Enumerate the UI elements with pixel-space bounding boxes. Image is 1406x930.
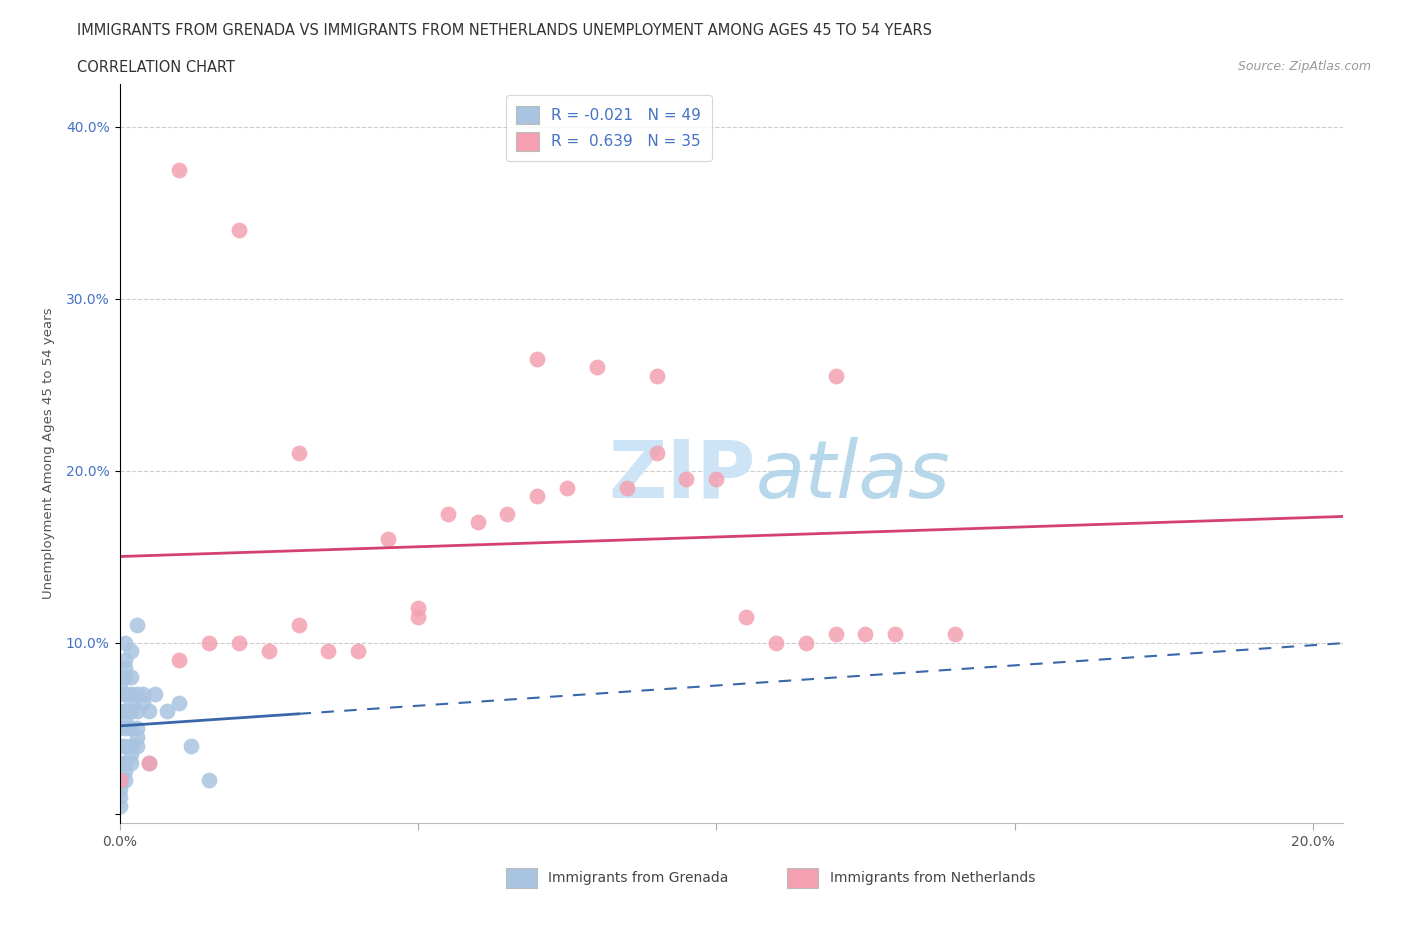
Point (120, 755, 142, 770)
Point (120, 721, 142, 736)
Point (645, 368, 668, 383)
Point (114, 755, 136, 770)
Point (138, 755, 160, 770)
Point (120, 738, 142, 753)
Point (108, 686, 131, 701)
Point (108, 799, 131, 814)
Point (436, 506, 458, 521)
Point (167, 696, 190, 711)
Point (108, 678, 131, 693)
Point (127, 730, 149, 745)
Point (257, 644, 280, 658)
Point (198, 773, 221, 788)
Legend: R = -0.021   N = 49, R =  0.639   N = 35: R = -0.021 N = 49, R = 0.639 N = 35 (506, 95, 711, 161)
Point (704, 472, 727, 486)
Point (120, 696, 142, 711)
Point (765, 635, 787, 650)
Text: Immigrants from Grenada: Immigrants from Grenada (548, 870, 728, 885)
Point (167, 162, 190, 177)
Point (127, 618, 149, 632)
Point (127, 738, 149, 753)
Point (138, 755, 160, 770)
Text: ZIP: ZIP (609, 436, 755, 514)
Point (127, 721, 149, 736)
Point (127, 686, 149, 701)
Point (377, 532, 399, 547)
Point (526, 489, 548, 504)
Point (287, 445, 309, 460)
Point (943, 627, 966, 642)
Point (586, 360, 609, 375)
Point (114, 704, 136, 719)
Point (467, 514, 489, 529)
Point (114, 738, 136, 753)
Point (347, 644, 370, 658)
Point (114, 712, 136, 727)
Point (198, 635, 221, 650)
Point (555, 480, 578, 495)
Point (526, 352, 548, 366)
Point (228, 222, 250, 237)
Point (120, 704, 142, 719)
Point (406, 601, 429, 616)
Point (143, 686, 166, 701)
Point (108, 738, 131, 753)
Text: CORRELATION CHART: CORRELATION CHART (77, 60, 235, 75)
Point (127, 704, 149, 719)
Point (228, 635, 250, 650)
Point (108, 790, 131, 804)
Text: atlas: atlas (755, 436, 950, 514)
Point (120, 670, 142, 684)
Point (824, 627, 846, 642)
Point (167, 652, 190, 667)
Point (108, 704, 131, 719)
Point (114, 721, 136, 736)
Text: IMMIGRANTS FROM GRENADA VS IMMIGRANTS FROM NETHERLANDS UNEMPLOYMENT AMONG AGES 4: IMMIGRANTS FROM GRENADA VS IMMIGRANTS FR… (77, 23, 932, 38)
Point (108, 755, 131, 770)
Point (108, 755, 131, 770)
Point (824, 368, 846, 383)
Point (114, 635, 136, 650)
Point (735, 609, 758, 624)
Point (794, 635, 817, 650)
Point (645, 445, 668, 460)
Point (318, 644, 340, 658)
Point (108, 721, 131, 736)
Point (853, 627, 876, 642)
Point (114, 686, 136, 701)
Point (406, 609, 429, 624)
Point (114, 652, 136, 667)
Point (616, 480, 638, 495)
Point (120, 747, 142, 762)
Point (114, 670, 136, 684)
Point (496, 506, 519, 521)
Text: Immigrants from Netherlands: Immigrants from Netherlands (830, 870, 1035, 885)
Point (120, 644, 142, 658)
Point (114, 661, 136, 676)
Point (180, 738, 202, 753)
Point (108, 773, 131, 788)
Y-axis label: Unemployment Among Ages 45 to 54 years: Unemployment Among Ages 45 to 54 years (42, 308, 55, 599)
Point (156, 704, 179, 719)
Point (108, 773, 131, 788)
Point (287, 618, 309, 632)
Text: Source: ZipAtlas.com: Source: ZipAtlas.com (1237, 60, 1371, 73)
Point (132, 686, 155, 701)
Point (884, 627, 907, 642)
Point (114, 773, 136, 788)
Point (114, 764, 136, 779)
Point (120, 686, 142, 701)
Point (132, 696, 155, 711)
Point (108, 773, 131, 788)
Point (108, 738, 131, 753)
Point (675, 472, 697, 486)
Point (108, 781, 131, 796)
Point (138, 704, 160, 719)
